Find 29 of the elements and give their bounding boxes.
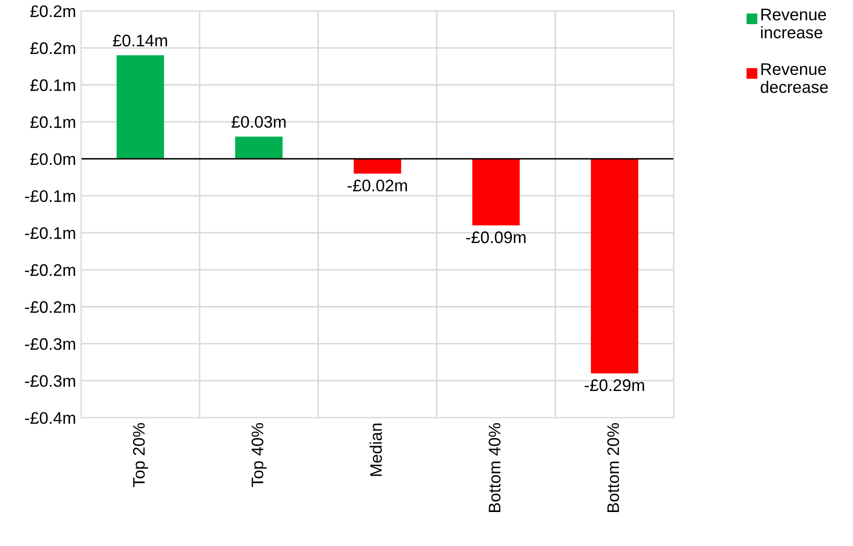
y-tick-label: -£0.3m (25, 375, 76, 387)
y-tick-label: £0.1m (30, 116, 76, 128)
x-tick-label: Median (370, 424, 382, 476)
legend-label: Revenue decrease (760, 63, 828, 93)
data-label: -£0.29m (584, 379, 644, 392)
data-label: £0.14m (112, 34, 168, 46)
y-tick-label: -£0.4m (25, 412, 76, 424)
x-tick-label: Bottom 20% (607, 423, 620, 512)
bar (354, 158, 402, 174)
y-tick-label: -£0.2m (25, 264, 76, 276)
y-tick-label: -£0.2m (25, 301, 76, 313)
y-tick-label: £0.1m (30, 79, 76, 92)
y-tick-label: £0.0m (30, 153, 76, 166)
data-label: -£0.02m (348, 180, 407, 192)
data-label: £0.03m (232, 116, 286, 128)
data-label: -£0.09m (466, 231, 526, 244)
y-tick-label: -£0.1m (25, 190, 76, 202)
bar (116, 55, 164, 159)
x-tick-label: Top 40% (252, 423, 267, 488)
y-tick-label: £0.2m (30, 5, 76, 18)
x-tick-label: Top 20% (132, 423, 148, 488)
y-tick-label: £0.2m (30, 42, 76, 54)
x-tick-label: Bottom 40% (488, 423, 500, 512)
bar (235, 136, 283, 159)
y-tick-label: -£0.1m (25, 227, 76, 239)
y-tick-label: -£0.3m (25, 338, 76, 350)
legend-label: Revenue increase (761, 8, 826, 38)
bar (472, 158, 520, 226)
bar (590, 158, 638, 374)
